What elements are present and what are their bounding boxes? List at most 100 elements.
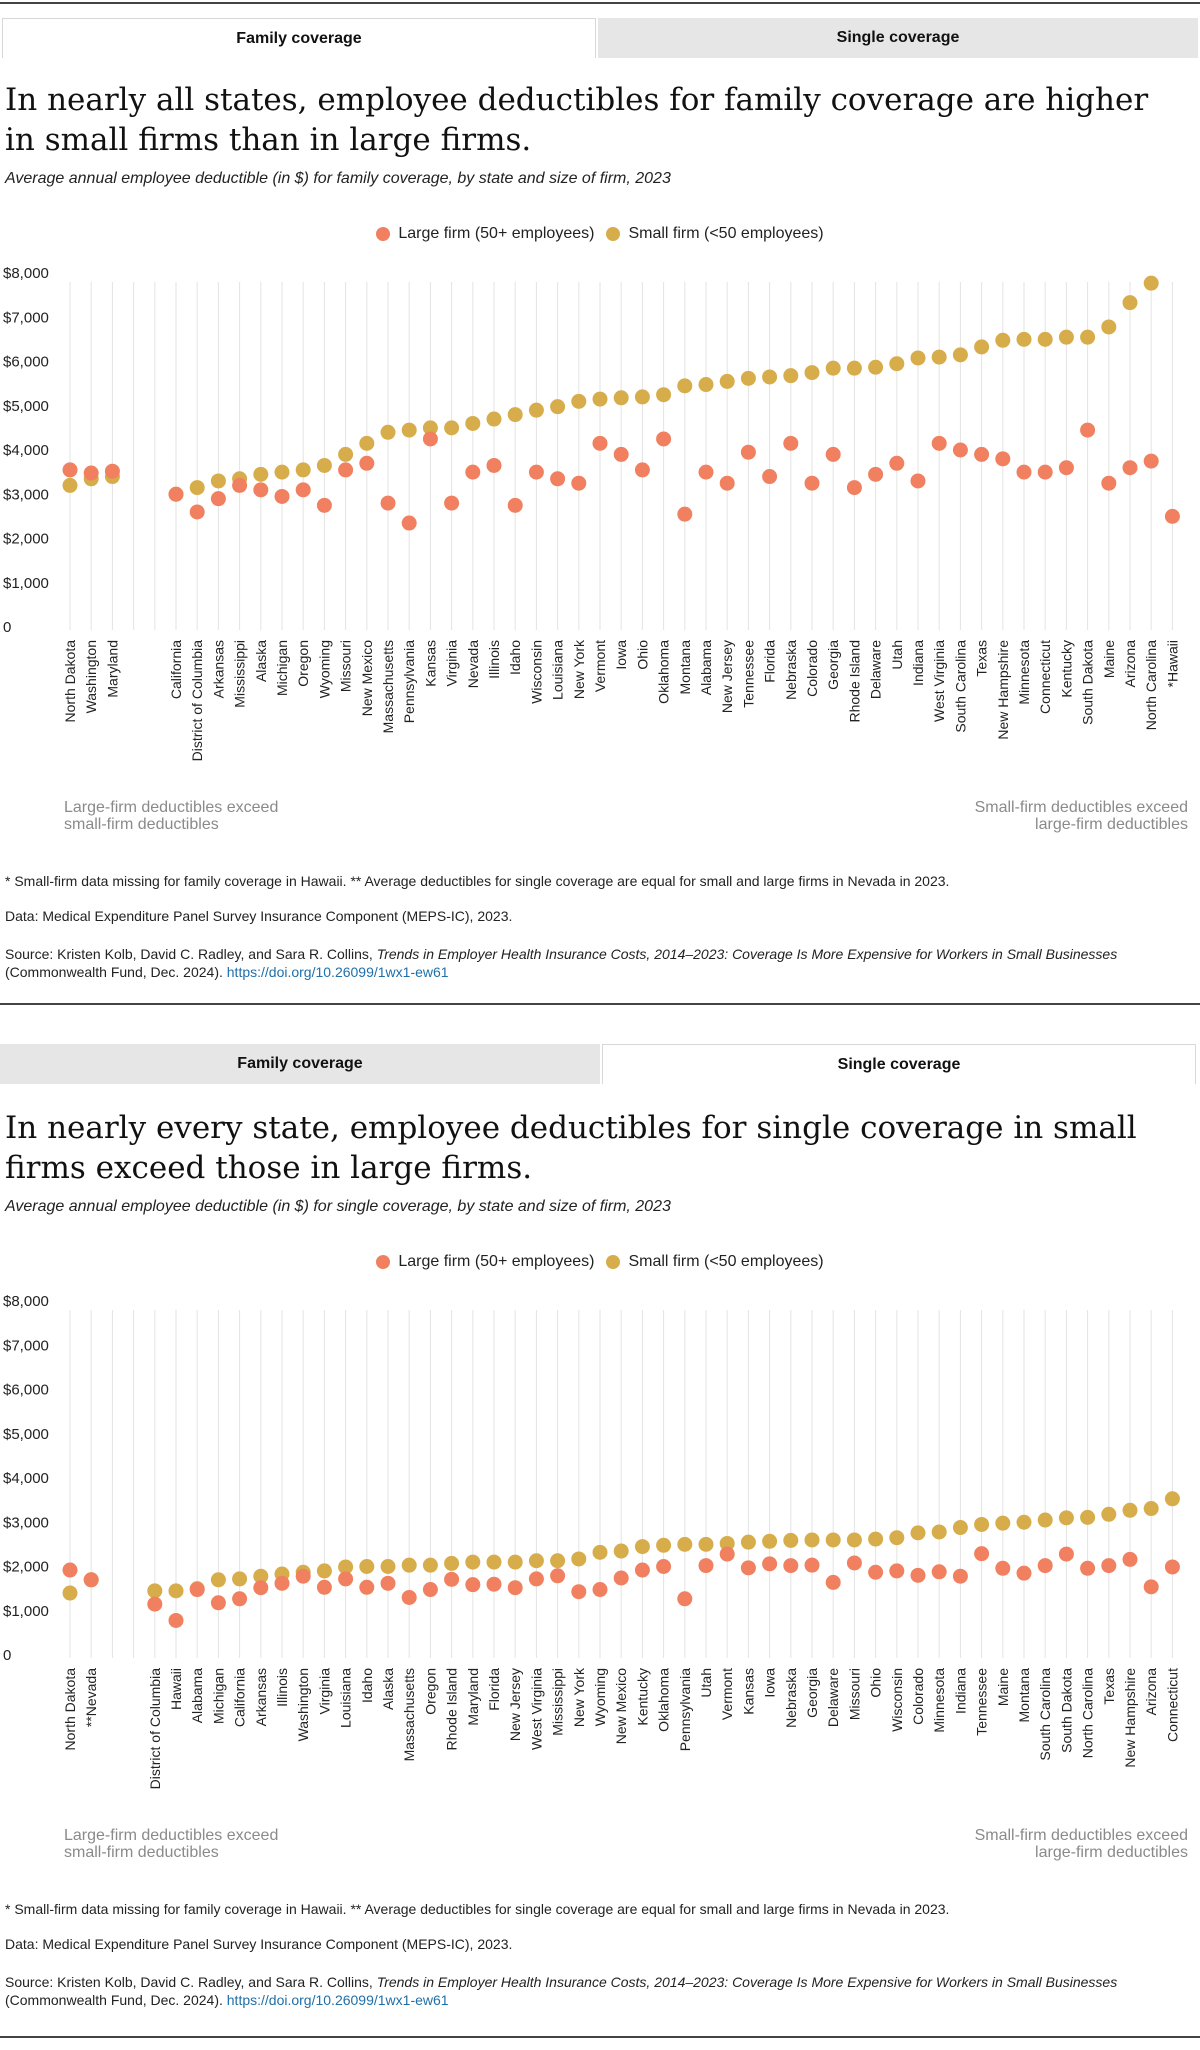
x-tick-label-utah: Utah [698, 1668, 714, 1698]
tab-single-coverage[interactable]: Single coverage [602, 1044, 1196, 1084]
x-tick-label-new-hampshire: New Hampshire [1122, 1668, 1138, 1768]
x-tick-label-washington: Washington [83, 640, 99, 713]
large-firm-point-oklahoma [656, 431, 672, 447]
small-firm-point-south-carolina [1037, 1512, 1053, 1528]
x-tick-label-georgia: Georgia [804, 1668, 820, 1718]
x-tick-label-new-mexico: New Mexico [613, 1668, 629, 1744]
small-firm-point-kansas [740, 1534, 756, 1550]
large-firm-point-pennsylvania [677, 1591, 693, 1607]
tab-family-coverage[interactable]: Family coverage [0, 1044, 600, 1084]
small-firm-point-north-dakota [62, 477, 78, 493]
footnote: * Small-firm data missing for family cov… [5, 1901, 950, 1917]
x-tick-label-georgia: Georgia [825, 640, 841, 690]
small-firm-point-delaware [868, 359, 884, 375]
legend-small-firm[interactable]: Small firm (<50 employees) [606, 1253, 824, 1271]
x-tick-label-louisiana: Louisiana [550, 640, 566, 700]
x-tick-label-colorado: Colorado [804, 640, 820, 697]
large-firm-point-idaho [507, 497, 523, 513]
large-firm-point-new-jersey [719, 475, 735, 491]
large-firm-point-oregon [295, 482, 311, 498]
y-tick-label: $3,000 [3, 1514, 49, 1531]
y-tick-label: $3,000 [3, 486, 49, 503]
x-tick-label-new-mexico: New Mexico [359, 640, 375, 716]
x-tick-label-north-dakota: North Dakota [62, 1668, 78, 1751]
large-firm-point-nevada [83, 1572, 99, 1588]
large-firm-point-north-carolina [1143, 453, 1159, 469]
x-tick-label-florida: Florida [762, 640, 778, 683]
small-firm-point-illinois [486, 411, 502, 427]
small-firm-point-louisiana [550, 399, 566, 415]
small-firm-point-georgia [804, 1532, 820, 1548]
family-deductible-scatter-chart: 0 $1,000 $2,000 $3,000 $4,000 $5,000 $6,000 $7,… [3, 265, 1180, 761]
x-tick-label-alabama: Alabama [698, 640, 714, 695]
tab-family-coverage[interactable]: Family coverage [2, 18, 596, 58]
legend-small-label: Small firm (<50 employees) [628, 225, 824, 242]
large-firm-point-wyoming [316, 497, 332, 513]
large-firm-point-vermont [592, 435, 608, 451]
y-tick-label: $7,000 [3, 309, 49, 326]
x-tick-label-kansas: Kansas [740, 1668, 756, 1715]
small-firm-point-ohio [868, 1531, 884, 1547]
x-tick-label-new-hampshire: New Hampshire [995, 640, 1011, 740]
small-firm-dot-icon [606, 1255, 621, 1269]
legend-large-firm[interactable]: Large firm (50+ employees) [376, 1253, 594, 1271]
large-firm-point-utah [698, 1558, 714, 1574]
large-firm-point-south-dakota [1058, 1546, 1074, 1562]
large-firm-point-tennessee [740, 444, 756, 460]
large-firm-point-maryland [465, 1577, 481, 1593]
legend-small-firm[interactable]: Small firm (<50 employees) [606, 225, 824, 243]
large-firm-point-maine [1101, 475, 1117, 491]
x-tick-label-alaska: Alaska [253, 640, 269, 682]
large-firm-point-arizona [1143, 1579, 1159, 1595]
large-firm-point-illinois [486, 457, 502, 473]
large-firm-point-utah [889, 455, 905, 471]
small-firm-point-oklahoma [656, 1537, 672, 1553]
source-link[interactable]: https://doi.org/10.26099/1wx1-ew61 [226, 1992, 449, 2008]
large-firm-point-nebraska [783, 435, 799, 451]
source-prefix: Source: Kristen Kolb, David C. Radley, a… [5, 1974, 377, 1990]
coverage-tabs: Family coverage Single coverage [0, 1044, 1200, 1084]
large-firm-point-massachusetts [401, 1589, 417, 1605]
small-firm-point-kansas [422, 420, 438, 436]
x-tick-label-maine: Maine [1101, 640, 1117, 678]
large-firm-dot-icon [376, 1255, 391, 1269]
x-tick-label-south-dakota: South Dakota [1080, 640, 1096, 725]
source-title: Trends in Employer Health Insurance Cost… [376, 1974, 1118, 1990]
large-firm-point-alabama [698, 464, 714, 480]
tab-single-coverage[interactable]: Single coverage [598, 18, 1198, 58]
large-firm-point-texas [974, 446, 990, 462]
y-tick-label: $6,000 [3, 1382, 49, 1399]
x-tick-label-michigan: Michigan [210, 1668, 226, 1724]
x-tick-label-kentucky: Kentucky [1058, 640, 1074, 698]
small-firm-point-massachusetts [401, 1557, 417, 1573]
large-firm-point-ohio [868, 1564, 884, 1580]
x-tick-label-virginia: Virginia [444, 640, 460, 687]
small-firm-point-arkansas [210, 473, 226, 489]
y-tick-label: $5,000 [3, 398, 49, 415]
small-firm-point-indiana [952, 1520, 968, 1536]
y-tick-label: $8,000 [3, 265, 49, 282]
large-firm-point-iowa [762, 1556, 778, 1572]
large-firm-point-california [232, 1591, 248, 1607]
large-firm-point-kansas [422, 431, 438, 447]
large-firm-point-california [168, 486, 184, 502]
large-firm-point-delaware [868, 466, 884, 482]
large-firm-point-nebraska [783, 1558, 799, 1574]
source-link[interactable]: https://doi.org/10.26099/1wx1-ew61 [226, 964, 449, 980]
large-firm-point-alaska [253, 482, 269, 498]
large-firm-point-north-dakota [62, 1562, 78, 1578]
legend-large-firm[interactable]: Large firm (50+ employees) [376, 225, 594, 243]
small-firm-point-south-dakota [1080, 329, 1096, 345]
x-tick-label-wisconsin: Wisconsin [889, 1668, 905, 1732]
y-tick-label: $4,000 [3, 1470, 49, 1487]
large-firm-point-new-mexico [359, 455, 375, 471]
large-firm-point-louisiana [338, 1571, 354, 1587]
large-firm-point-arizona [1122, 460, 1138, 476]
small-firm-point-north-carolina [1143, 275, 1159, 291]
chart-legend: Large firm (50+ employees) Small firm (<… [0, 225, 1200, 243]
source-note: Source: Kristen Kolb, David C. Radley, a… [5, 945, 1185, 981]
x-tick-label-alaska: Alaska [380, 1668, 396, 1710]
x-tick-label-minnesota: Minnesota [931, 1668, 947, 1733]
small-firm-point-oregon [295, 462, 311, 478]
large-firm-point-south-carolina [1037, 1558, 1053, 1574]
